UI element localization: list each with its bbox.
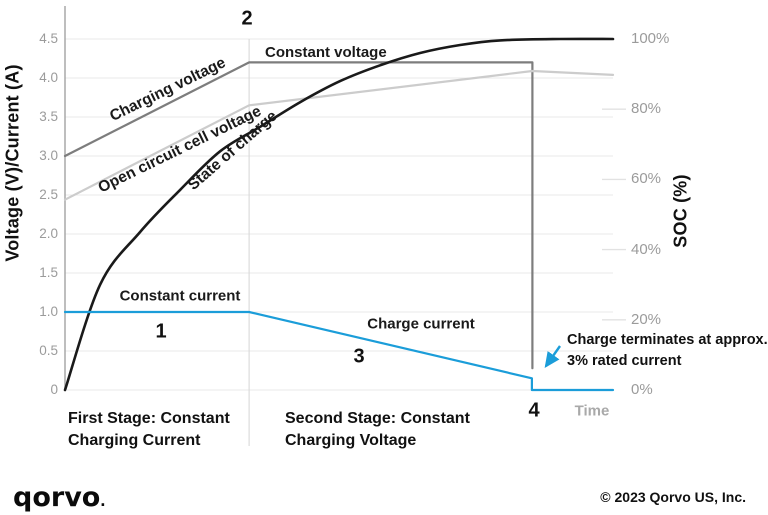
termination-arrow-icon bbox=[544, 345, 561, 368]
stage-one-caption-line2: Charging Current bbox=[68, 432, 201, 449]
voltage-tick-label: 3.0 bbox=[39, 148, 58, 163]
voltage-tick-label: 4.0 bbox=[39, 70, 58, 85]
qorvo-logo: qorvo. bbox=[13, 482, 105, 513]
series-charge-current bbox=[63, 310, 615, 392]
voltage-tick-label: 2.5 bbox=[39, 187, 58, 202]
stage-marker-1: 1 bbox=[155, 320, 167, 343]
voltage-tick-label: 1.5 bbox=[39, 265, 58, 280]
stage-marker-4: 4 bbox=[528, 399, 540, 422]
qorvo-logo-mark: . bbox=[100, 490, 106, 510]
stage-one-caption-line1: First Stage: Constant bbox=[68, 410, 230, 427]
constant-current-label: Constant current bbox=[119, 287, 241, 305]
stage-marker-2: 2 bbox=[241, 7, 253, 30]
termination-note: Charge terminates at approx. 3% rated cu… bbox=[567, 330, 768, 372]
stage-two-caption: Second Stage: Constant Charging Voltage bbox=[285, 408, 470, 452]
copyright-text: © 2023 Qorvo US, Inc. bbox=[600, 489, 746, 505]
soc-tick-label: 0% bbox=[631, 381, 653, 398]
voltage-tick-label: 1.0 bbox=[39, 304, 58, 319]
termination-note-line1: Charge terminates at approx. bbox=[567, 332, 768, 348]
soc-axis-title: SOC (%) bbox=[670, 174, 691, 248]
charge-current-label: Charge current bbox=[367, 315, 475, 333]
qorvo-logo-text: qorvo bbox=[13, 482, 101, 513]
voltage-tick-label: 2.0 bbox=[39, 226, 58, 241]
gridlines bbox=[65, 38, 626, 391]
voltage-tick-label: 4.5 bbox=[39, 31, 58, 46]
voltage-tick-label: 0.5 bbox=[39, 343, 58, 358]
soc-tick-label: 60% bbox=[631, 170, 662, 188]
constant-voltage-label: Constant voltage bbox=[265, 44, 387, 61]
soc-tick-label: 80% bbox=[631, 100, 662, 118]
battery-charging-chart bbox=[63, 6, 626, 446]
stage-one-caption: First Stage: Constant Charging Current bbox=[68, 408, 230, 452]
termination-note-line2: 3% rated current bbox=[567, 353, 682, 369]
series-state-of-charge bbox=[63, 37, 615, 392]
soc-tick-label: 20% bbox=[631, 310, 662, 328]
voltage-tick-label: 3.5 bbox=[39, 109, 58, 124]
stage-marker-3: 3 bbox=[353, 345, 365, 368]
stage-two-caption-line1: Second Stage: Constant bbox=[285, 410, 470, 427]
time-axis-label: Time bbox=[574, 402, 610, 420]
voltage-tick-label: 0 bbox=[50, 382, 58, 397]
series-open-circuit-cell-voltage bbox=[63, 69, 615, 201]
stage-two-caption-line2: Charging Voltage bbox=[285, 432, 417, 449]
soc-tick-label: 40% bbox=[631, 240, 662, 258]
soc-tick-label: 100% bbox=[631, 30, 670, 47]
